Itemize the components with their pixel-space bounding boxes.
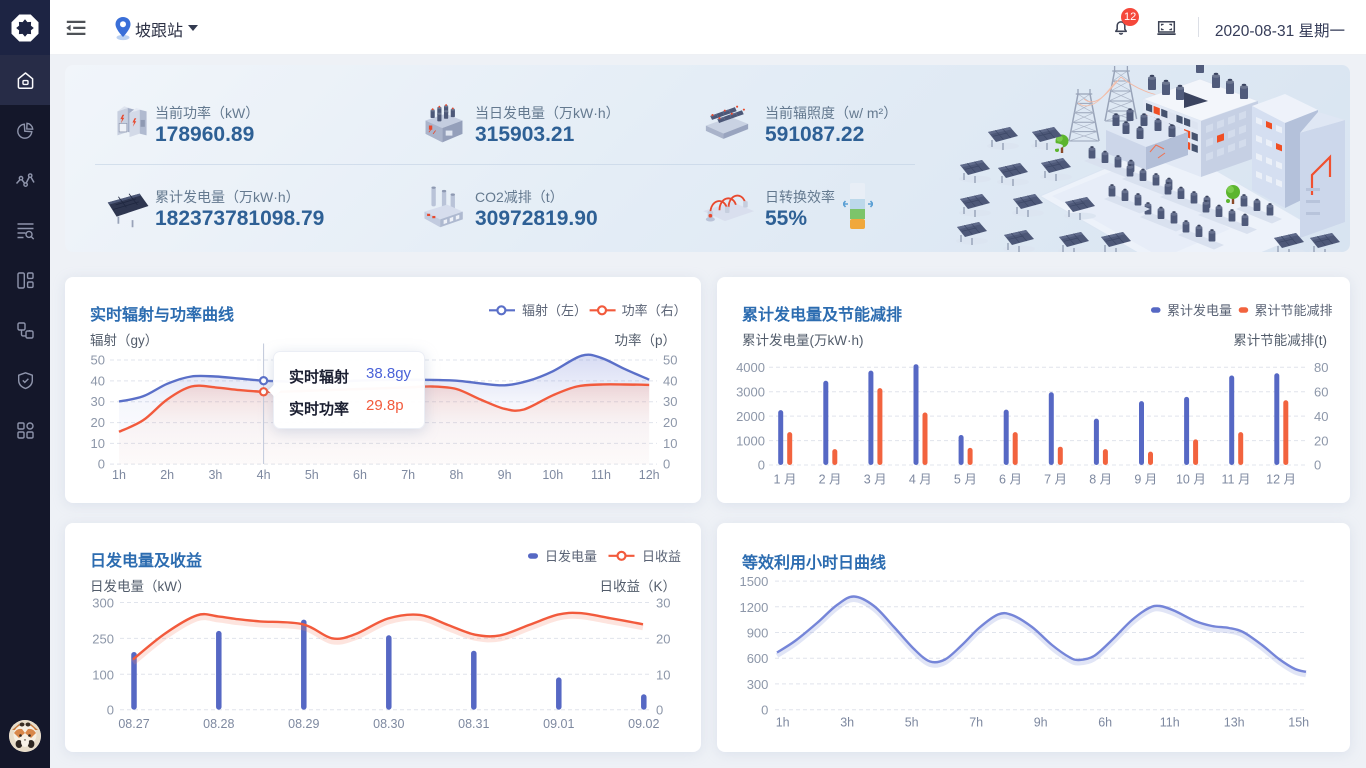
svg-text:日发电量: 日发电量 [545, 549, 597, 564]
svg-text:8 月: 8 月 [1089, 473, 1112, 487]
svg-text:5h: 5h [305, 468, 319, 482]
svg-text:8h: 8h [449, 468, 463, 482]
svg-text:6 月: 6 月 [999, 473, 1022, 487]
svg-text:3h: 3h [208, 468, 222, 482]
svg-text:30: 30 [656, 596, 670, 611]
svg-text:08.31: 08.31 [458, 717, 489, 731]
svg-text:30: 30 [91, 394, 105, 409]
svg-text:1h: 1h [112, 468, 126, 482]
svg-text:20: 20 [1314, 433, 1328, 448]
svg-text:40: 40 [1314, 409, 1328, 424]
svg-text:08.29: 08.29 [288, 717, 319, 731]
svg-text:15h: 15h [1288, 716, 1309, 730]
svg-text:10: 10 [663, 436, 677, 451]
svg-text:5h: 5h [905, 716, 919, 730]
svg-text:900: 900 [747, 626, 769, 641]
svg-text:累计节能减排: 累计节能减排 [1255, 303, 1333, 318]
svg-text:2000: 2000 [736, 409, 765, 424]
svg-text:600: 600 [747, 651, 769, 666]
svg-text:250: 250 [92, 631, 114, 646]
svg-text:累计发电量: 累计发电量 [1167, 303, 1232, 318]
svg-text:20: 20 [656, 631, 670, 646]
svg-text:9h: 9h [1034, 716, 1048, 730]
svg-text:11h: 11h [1160, 716, 1180, 730]
svg-text:辐射（左）: 辐射（左） [522, 303, 587, 318]
svg-text:60: 60 [1314, 384, 1328, 399]
svg-text:9h: 9h [498, 468, 512, 482]
svg-text:40: 40 [91, 373, 105, 388]
svg-text:2 月: 2 月 [819, 473, 842, 487]
svg-text:3000: 3000 [736, 384, 765, 399]
svg-text:3h: 3h [840, 716, 854, 730]
svg-text:6h: 6h [1098, 716, 1112, 730]
svg-text:9 月: 9 月 [1134, 473, 1157, 487]
svg-text:11 月: 11 月 [1222, 473, 1251, 487]
svg-text:300: 300 [747, 677, 769, 692]
svg-text:7 月: 7 月 [1044, 473, 1067, 487]
svg-text:4 月: 4 月 [909, 473, 932, 487]
svg-text:0: 0 [761, 703, 768, 718]
svg-text:10: 10 [91, 436, 105, 451]
svg-text:09.01: 09.01 [543, 717, 574, 731]
svg-text:20: 20 [663, 415, 677, 430]
svg-text:0: 0 [1314, 458, 1321, 473]
svg-text:12 月: 12 月 [1266, 473, 1296, 487]
svg-text:1h: 1h [776, 716, 790, 730]
svg-text:300: 300 [92, 596, 114, 611]
svg-text:2h: 2h [160, 468, 174, 482]
svg-text:0: 0 [758, 458, 765, 473]
svg-text:4h: 4h [257, 468, 271, 482]
svg-text:5 月: 5 月 [954, 473, 977, 487]
svg-text:50: 50 [663, 353, 677, 368]
svg-text:09.02: 09.02 [628, 717, 659, 731]
svg-text:7h: 7h [401, 468, 415, 482]
svg-text:50: 50 [91, 353, 105, 368]
svg-text:1 月: 1 月 [774, 473, 797, 487]
svg-text:0: 0 [98, 457, 105, 472]
svg-text:80: 80 [1314, 360, 1328, 375]
svg-text:0: 0 [656, 703, 663, 718]
svg-text:1200: 1200 [739, 600, 768, 615]
svg-text:08.30: 08.30 [373, 717, 404, 731]
svg-text:1500: 1500 [739, 574, 768, 589]
svg-text:10h: 10h [542, 468, 563, 482]
svg-text:100: 100 [92, 667, 114, 682]
svg-text:0: 0 [107, 703, 114, 718]
svg-text:0: 0 [663, 457, 670, 472]
svg-text:30: 30 [663, 394, 677, 409]
svg-text:11h: 11h [591, 468, 611, 482]
svg-text:1000: 1000 [736, 433, 765, 448]
svg-text:12h: 12h [639, 468, 660, 482]
svg-text:20: 20 [91, 415, 105, 430]
svg-text:10 月: 10 月 [1176, 473, 1206, 487]
svg-text:7h: 7h [969, 716, 983, 730]
svg-text:4000: 4000 [736, 360, 765, 375]
svg-text:40: 40 [663, 373, 677, 388]
svg-text:08.28: 08.28 [203, 717, 234, 731]
svg-text:3 月: 3 月 [864, 473, 887, 487]
svg-text:10: 10 [656, 667, 670, 682]
svg-text:功率（右）: 功率（右） [622, 303, 687, 318]
svg-text:08.27: 08.27 [118, 717, 149, 731]
svg-text:6h: 6h [353, 468, 367, 482]
svg-text:日收益: 日收益 [642, 549, 681, 564]
svg-text:13h: 13h [1224, 716, 1245, 730]
